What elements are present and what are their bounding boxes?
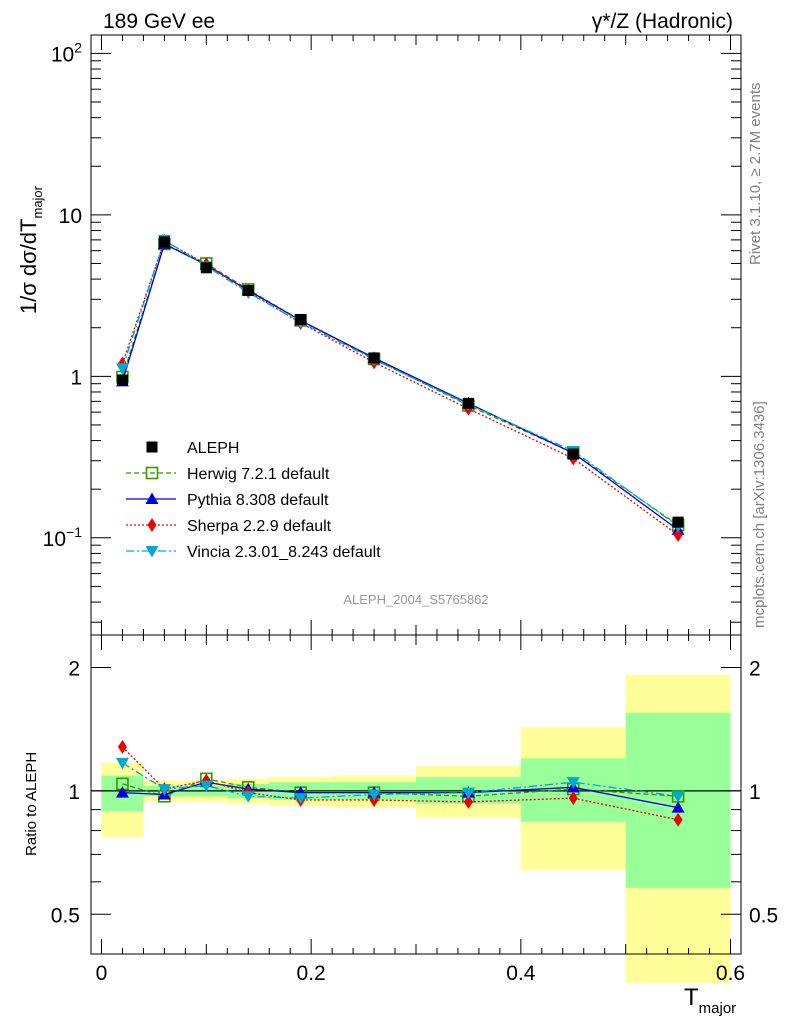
- ratio-y-tick-label-right: 0.5: [749, 904, 778, 927]
- series-point: [115, 363, 129, 375]
- main-y-tick-label: 10: [59, 205, 82, 228]
- ratio-line: [121, 746, 679, 821]
- ratio-y-tick-label-left: 1: [68, 781, 80, 804]
- legend: ALEPH Herwig 7.2.1 default Pythia 8.308 de…: [126, 440, 381, 561]
- main-y-tick-exponent: −1: [66, 524, 82, 540]
- ratio-point: [199, 780, 213, 793]
- legend-marker: [146, 441, 158, 453]
- main-y-axis-label-text: 1/σ dσ/dT: [16, 219, 41, 315]
- main-y-tick-base: 10: [43, 528, 66, 551]
- x-tick-label: 0.2: [297, 962, 326, 985]
- ratio-point: [568, 791, 578, 806]
- legend-label: Herwig 7.2.1 default: [187, 466, 330, 483]
- data-point: [567, 448, 579, 460]
- ratio-point: [157, 784, 171, 796]
- ratio-y-tick-label-right: 2: [749, 657, 761, 680]
- main-y-axis-label-sub: major: [30, 185, 45, 218]
- ratio-y-tick-label-left: 2: [68, 657, 80, 680]
- x-tick-label: 0.4: [506, 962, 536, 985]
- x-axis-label-text: T: [684, 984, 699, 1011]
- main-series: [115, 233, 685, 543]
- header-right: γ*/Z (Hadronic): [592, 10, 733, 33]
- ratio-uncertainty-bands: [91, 674, 741, 983]
- legend-marker: [145, 492, 159, 504]
- ratio-point: [117, 739, 127, 754]
- x-axis-label: Tmajor: [684, 984, 736, 1017]
- legend-marker: [145, 466, 159, 480]
- main-y-tick-base: 1: [70, 366, 82, 389]
- x-tick-label: 0: [96, 962, 108, 985]
- legend-marker: [145, 546, 159, 558]
- legend-label: Sherpa 2.2.9 default: [187, 518, 332, 535]
- x-tick-label: 0.6: [716, 962, 745, 985]
- series-point: [673, 528, 683, 543]
- legend-label: Vincia 2.3.01_8.243 default: [187, 544, 381, 561]
- main-y-tick-exponent: 2: [74, 39, 82, 55]
- x-axis-label-sub: major: [699, 1000, 737, 1017]
- ratio-point: [671, 791, 685, 803]
- data-point: [672, 516, 684, 528]
- rivet-label: Rivet 3.1.10, ≥ 2.7M events: [747, 83, 764, 266]
- ratio-point: [463, 794, 473, 809]
- series-line: [121, 243, 679, 531]
- data-point: [116, 374, 128, 386]
- main-y-axis-label: 1/σ dσ/dTmajor: [16, 185, 45, 314]
- header-left: 189 GeV ee: [103, 10, 215, 33]
- axis-ticks: [91, 35, 741, 955]
- ratio-point: [294, 793, 308, 805]
- data-point: [200, 262, 212, 274]
- ratio-point: [115, 786, 129, 798]
- ratio-point: [367, 789, 381, 801]
- data-point: [242, 285, 254, 297]
- series-line: [121, 238, 679, 527]
- legend-marker: [147, 518, 157, 532]
- ratio-point: [241, 791, 255, 803]
- series-line: [121, 239, 679, 536]
- ratio-point: [673, 812, 683, 827]
- ratio-y-axis-label: Ratio to ALEPH: [23, 752, 40, 856]
- legend-label: ALEPH: [187, 440, 239, 457]
- main-y-tick-label: 102: [51, 39, 82, 66]
- data-point: [295, 313, 307, 325]
- ratio-series: [115, 739, 685, 827]
- main-y-tick-base: 10: [51, 43, 74, 66]
- analysis-tag: ALEPH_2004_S5765862: [343, 592, 488, 607]
- data-point: [462, 397, 474, 409]
- legend-label: Pythia 8.308 default: [187, 492, 329, 509]
- mcplots-label: mcplots.cern.ch [arXiv:1306.3436]: [751, 401, 768, 628]
- ratio-point: [115, 757, 129, 770]
- data-point: [368, 352, 380, 364]
- main-y-tick-label: 10−1: [43, 524, 83, 551]
- main-y-tick-label: 1: [70, 366, 82, 389]
- ratio-point: [671, 801, 685, 813]
- ratio-y-tick-label-left: 0.5: [51, 904, 80, 927]
- ratio-point: [461, 787, 475, 800]
- data-point: [158, 236, 170, 248]
- ratio-point: [566, 777, 580, 789]
- ratio-y-tick-label-right: 1: [749, 781, 761, 804]
- main-y-tick-base: 10: [59, 205, 82, 228]
